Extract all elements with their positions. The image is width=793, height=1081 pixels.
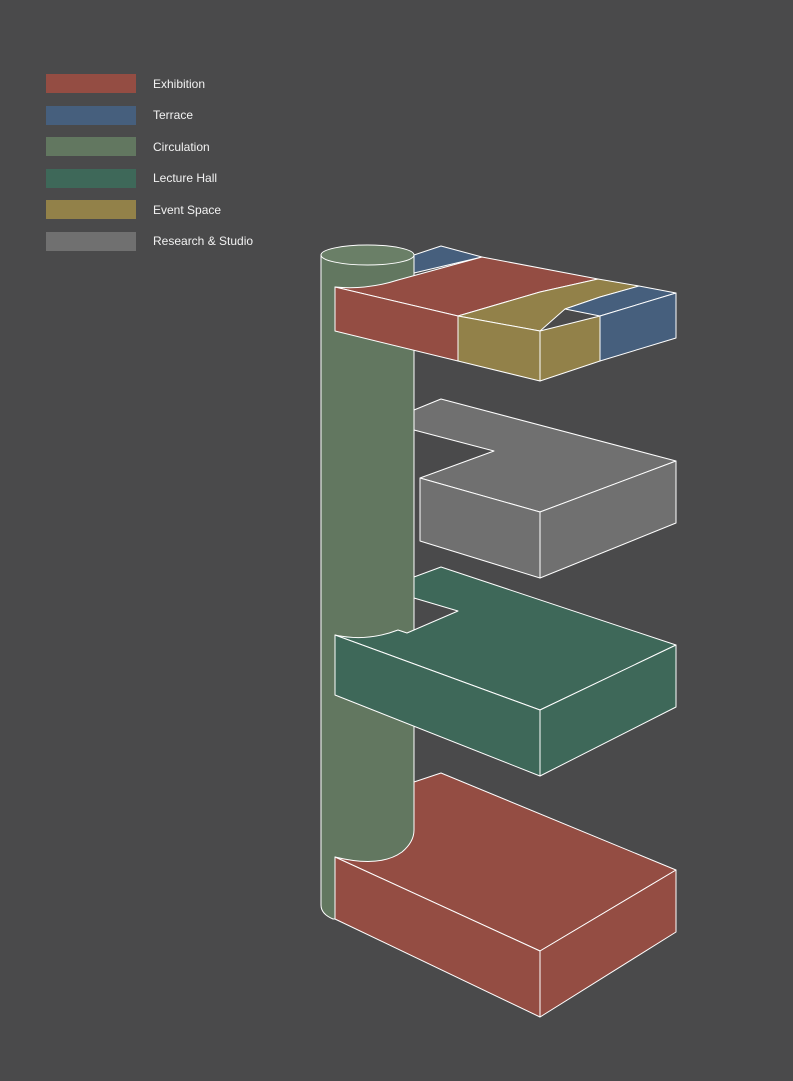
exhibition-ground-front-right: [539, 869, 677, 1018]
terrace-top: [564, 285, 677, 317]
legend-item-lecture-hall: Lecture Hall: [46, 168, 253, 188]
lecture-hall-front-right: [539, 644, 677, 777]
legend-label-research-studio: Research & Studio: [153, 234, 254, 249]
legend-label-event-space: Event Space: [153, 202, 222, 217]
legend-item-research-studio: Research & Studio: [46, 231, 254, 251]
event-space-front-right: [539, 315, 601, 382]
legend-swatch-terrace: [46, 105, 136, 125]
legend-label-exhibition: Exhibition: [153, 76, 206, 91]
legend-item-terrace: Terrace: [46, 105, 253, 125]
circulation-core-top: [320, 244, 415, 266]
circulation-core: [320, 254, 415, 920]
research-studio-front-right: [539, 460, 677, 579]
legend: Exhibition Terrace Circulation Lecture H…: [46, 74, 253, 264]
legend-item-circulation: Circulation: [46, 137, 253, 157]
terrace-front: [599, 292, 677, 362]
legend-item-exhibition: Exhibition: [46, 74, 253, 93]
legend-swatch-lecture-hall: [46, 168, 136, 188]
legend-swatch-event-space: [46, 200, 136, 220]
legend-label-lecture-hall: Lecture Hall: [153, 171, 218, 186]
legend-swatch-research-studio: [46, 231, 136, 251]
floor-level-4: [334, 245, 677, 382]
legend-swatch-exhibition: [46, 74, 136, 93]
legend-item-event-space: Event Space: [46, 200, 253, 220]
floor-level-1: [334, 772, 677, 1018]
floor-level-3: [413, 398, 677, 579]
floor-level-2: [334, 566, 677, 777]
legend-label-circulation: Circulation: [153, 139, 210, 154]
legend-label-terrace: Terrace: [153, 108, 194, 123]
legend-swatch-circulation: [46, 137, 136, 157]
